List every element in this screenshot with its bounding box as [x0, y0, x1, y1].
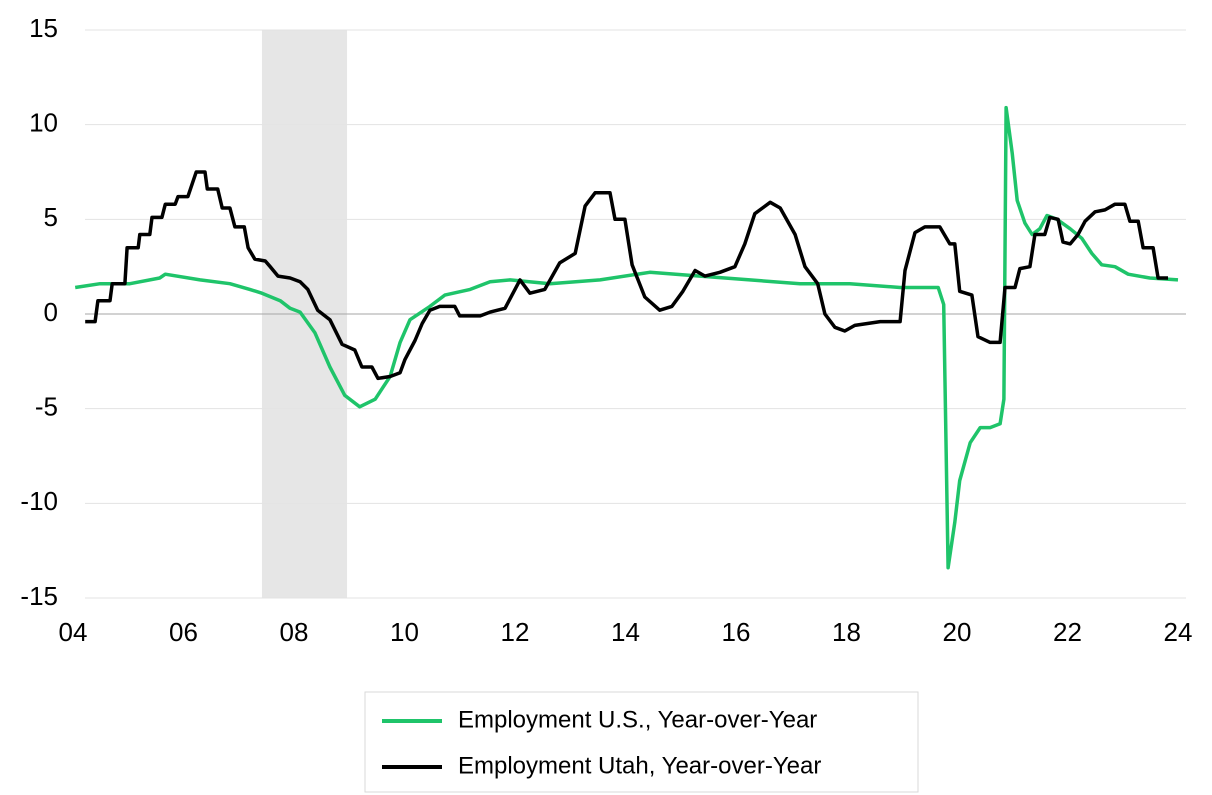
legend-text: Employment Utah, Year-over-Year — [458, 752, 821, 779]
y-tick-label: 10 — [29, 108, 58, 138]
legend-box — [364, 691, 919, 793]
x-tick-label: 20 — [942, 617, 971, 647]
y-tick-label: 0 — [44, 297, 58, 327]
x-tick-label: 12 — [501, 617, 530, 647]
y-tick-label: -15 — [20, 581, 58, 611]
x-tick-label: 22 — [1053, 617, 1082, 647]
x-tick-label: 18 — [832, 617, 861, 647]
series-line — [74, 105, 1179, 570]
y-tick-label: 5 — [44, 202, 58, 232]
legend-text: Employment U.S., Year-over-Year — [458, 706, 817, 733]
x-tick-label: 16 — [722, 617, 751, 647]
x-tick-label: 10 — [390, 617, 419, 647]
series-line — [85, 170, 1168, 381]
x-tick-label: 08 — [280, 617, 309, 647]
y-tick-label: -5 — [35, 392, 58, 422]
x-tick-label: 14 — [611, 617, 640, 647]
y-tick-label: 15 — [29, 13, 58, 43]
y-tick-label: -10 — [20, 486, 58, 516]
x-tick-label: 04 — [59, 617, 88, 647]
x-tick-label: 06 — [169, 617, 198, 647]
x-tick-label: 24 — [1163, 617, 1192, 647]
